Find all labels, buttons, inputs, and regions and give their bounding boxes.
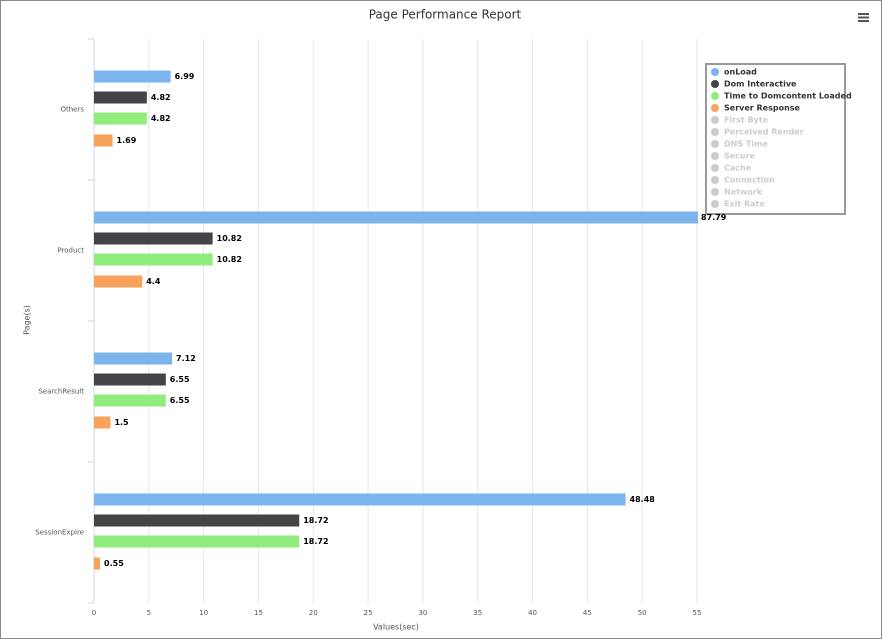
x-tick-label: 20 xyxy=(309,609,318,617)
y-axis-title: Page(s) xyxy=(23,305,32,335)
data-label: 10.82 xyxy=(217,234,242,243)
legend-item[interactable]: Perceived Render xyxy=(711,128,804,137)
legend-item[interactable]: Cache xyxy=(711,164,752,173)
x-tick-label: 45 xyxy=(583,609,592,617)
data-label: 4.82 xyxy=(151,93,171,102)
legend-label: Exit Rate xyxy=(724,200,765,209)
bar xyxy=(94,232,213,245)
bar xyxy=(94,134,113,147)
bar xyxy=(94,211,698,224)
bar xyxy=(94,253,213,266)
bar xyxy=(94,275,143,288)
data-label: 10.82 xyxy=(217,255,242,264)
legend-label: Time to Domcontent Loaded xyxy=(724,92,852,101)
legend-item[interactable]: Dom Interactive xyxy=(711,80,797,89)
bar xyxy=(94,535,300,548)
legend-swatch xyxy=(711,92,719,100)
bar xyxy=(94,394,166,407)
data-label: 1.5 xyxy=(114,418,129,427)
y-tick-label: SessionExpire xyxy=(35,529,84,537)
x-tick-label: 25 xyxy=(364,609,373,617)
x-tick-label: 55 xyxy=(693,609,702,617)
chart-title: Page Performance Report xyxy=(369,8,522,22)
legend-swatch xyxy=(711,200,719,208)
legend-swatch xyxy=(711,140,719,148)
legend-label: Secure xyxy=(724,152,756,161)
legend-swatch xyxy=(711,104,719,112)
legend-item[interactable]: First Byte xyxy=(711,116,769,125)
x-tick-label: 10 xyxy=(199,609,208,617)
legend-item[interactable]: Connection xyxy=(711,176,775,185)
legend-label: Perceived Render xyxy=(724,128,804,137)
x-axis-title: Values(sec) xyxy=(373,623,419,632)
legend-swatch xyxy=(711,116,719,124)
legend-label: onLoad xyxy=(724,68,757,77)
legend-label: Connection xyxy=(724,176,775,185)
legend-label: First Byte xyxy=(724,116,769,125)
legend-swatch xyxy=(711,176,719,184)
legend-item[interactable]: Exit Rate xyxy=(711,200,765,209)
legend-label: Server Response xyxy=(724,104,801,113)
x-tick-label: 5 xyxy=(147,609,151,617)
legend-item[interactable]: Time to Domcontent Loaded xyxy=(711,92,852,101)
x-tick-label: 35 xyxy=(473,609,482,617)
data-label: 6.99 xyxy=(175,72,195,81)
legend-label: Network xyxy=(724,188,763,197)
legend-item[interactable]: Network xyxy=(711,188,763,197)
bar xyxy=(94,373,166,386)
bar xyxy=(94,91,147,104)
legend-item[interactable]: onLoad xyxy=(711,68,757,77)
data-label: 7.12 xyxy=(176,354,196,363)
bar xyxy=(94,352,173,365)
data-label: 87.79 xyxy=(701,213,727,222)
legend xyxy=(705,63,846,215)
legend-item[interactable]: Server Response xyxy=(711,104,801,113)
x-tick-label: 40 xyxy=(528,609,537,617)
x-tick-label: 50 xyxy=(638,609,647,617)
legend-swatch xyxy=(711,152,719,160)
data-label: 6.55 xyxy=(170,396,190,405)
legend-label: Cache xyxy=(724,164,752,173)
bar xyxy=(94,493,626,506)
legend-item[interactable]: DNS Time xyxy=(711,140,768,149)
data-label: 18.72 xyxy=(303,537,328,546)
legend-swatch xyxy=(711,68,719,76)
bar xyxy=(94,557,101,570)
legend-label: DNS Time xyxy=(724,140,768,149)
bar xyxy=(94,416,111,429)
legend-item[interactable]: Secure xyxy=(711,152,756,161)
legend-swatch xyxy=(711,164,719,172)
menu-icon[interactable] xyxy=(858,13,869,22)
legend-swatch xyxy=(711,80,719,88)
y-tick-label: SearchResult xyxy=(38,388,84,396)
plot xyxy=(94,70,698,570)
data-label: 4.4 xyxy=(146,277,161,286)
legend-swatch xyxy=(711,128,719,136)
bar xyxy=(94,70,171,83)
y-tick-label: Others xyxy=(60,106,84,114)
x-tick-label: 0 xyxy=(92,609,96,617)
y-tick-label: Product xyxy=(57,247,84,255)
data-label: 1.69 xyxy=(117,136,137,145)
data-label: 48.48 xyxy=(630,495,656,504)
legend-swatch xyxy=(711,188,719,196)
bar xyxy=(94,514,300,527)
bar xyxy=(94,112,147,125)
data-label: 0.55 xyxy=(104,559,124,568)
data-label: 6.55 xyxy=(170,375,190,384)
data-label: 4.82 xyxy=(151,114,171,123)
data-label: 18.72 xyxy=(303,516,328,525)
x-tick-label: 30 xyxy=(418,609,427,617)
legend-label: Dom Interactive xyxy=(724,80,797,89)
x-tick-label: 15 xyxy=(254,609,263,617)
